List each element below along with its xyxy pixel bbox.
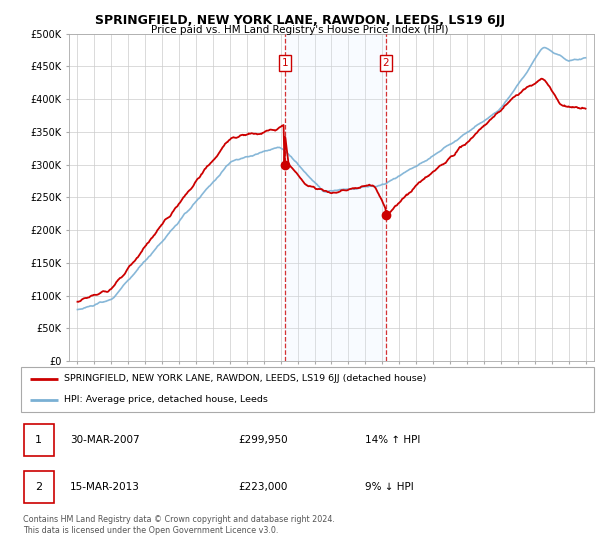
Text: 15-MAR-2013: 15-MAR-2013 xyxy=(70,482,140,492)
Text: 14% ↑ HPI: 14% ↑ HPI xyxy=(365,435,420,445)
Bar xyxy=(285,34,386,361)
Text: SPRINGFIELD, NEW YORK LANE, RAWDON, LEEDS, LS19 6JJ (detached house): SPRINGFIELD, NEW YORK LANE, RAWDON, LEED… xyxy=(64,375,427,384)
Text: 1: 1 xyxy=(35,435,42,445)
Text: Price paid vs. HM Land Registry's House Price Index (HPI): Price paid vs. HM Land Registry's House … xyxy=(151,25,449,35)
Text: £223,000: £223,000 xyxy=(239,482,288,492)
FancyBboxPatch shape xyxy=(24,424,53,456)
Text: 2: 2 xyxy=(383,58,389,68)
Text: 9% ↓ HPI: 9% ↓ HPI xyxy=(365,482,413,492)
Text: 2: 2 xyxy=(35,482,43,492)
Text: 30-MAR-2007: 30-MAR-2007 xyxy=(70,435,139,445)
FancyBboxPatch shape xyxy=(21,367,594,412)
Text: £299,950: £299,950 xyxy=(239,435,289,445)
Text: 1: 1 xyxy=(281,58,288,68)
Text: Contains HM Land Registry data © Crown copyright and database right 2024.
This d: Contains HM Land Registry data © Crown c… xyxy=(23,515,335,535)
Text: SPRINGFIELD, NEW YORK LANE, RAWDON, LEEDS, LS19 6JJ: SPRINGFIELD, NEW YORK LANE, RAWDON, LEED… xyxy=(95,14,505,27)
Text: HPI: Average price, detached house, Leeds: HPI: Average price, detached house, Leed… xyxy=(64,395,268,404)
FancyBboxPatch shape xyxy=(24,472,53,503)
